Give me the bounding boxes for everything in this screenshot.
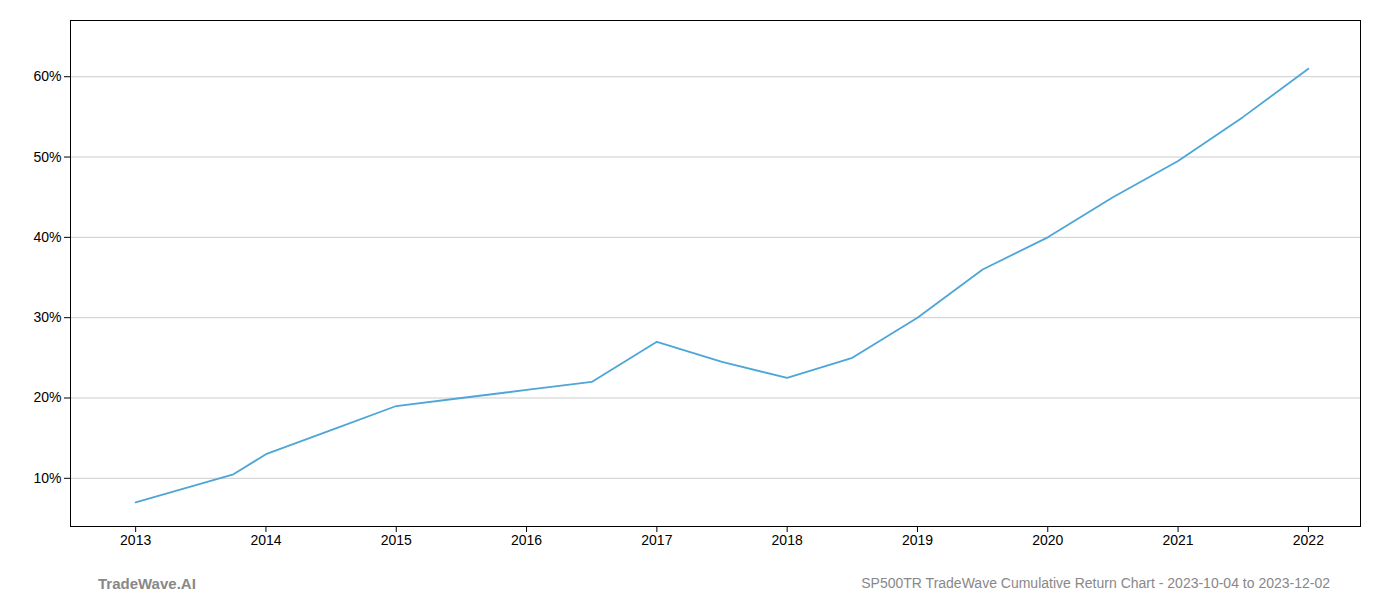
svg-text:2017: 2017 [641,532,672,548]
svg-text:60%: 60% [33,68,61,84]
svg-text:2015: 2015 [381,532,412,548]
svg-text:2016: 2016 [511,532,542,548]
svg-text:40%: 40% [33,229,61,245]
html-text:TradeWave.AI: TradeWave.AI [98,574,196,592]
html-text:SP500TR TradeWave Cumulative R: SP500TR TradeWave Cumulative Return Char… [861,575,1330,591]
svg-text:2019: 2019 [902,532,933,548]
svg-text:2020: 2020 [1032,532,1063,548]
svg-text:20%: 20% [33,389,61,405]
svg-text:2018: 2018 [772,532,803,548]
svg-text:50%: 50% [33,149,61,165]
svg-text:30%: 30% [33,309,61,325]
svg-text:2022: 2022 [1293,532,1324,548]
svg-text:2021: 2021 [1162,532,1193,548]
svg-text:2014: 2014 [250,532,281,548]
svg-text:2013: 2013 [120,532,151,548]
svg-text:10%: 10% [33,470,61,486]
